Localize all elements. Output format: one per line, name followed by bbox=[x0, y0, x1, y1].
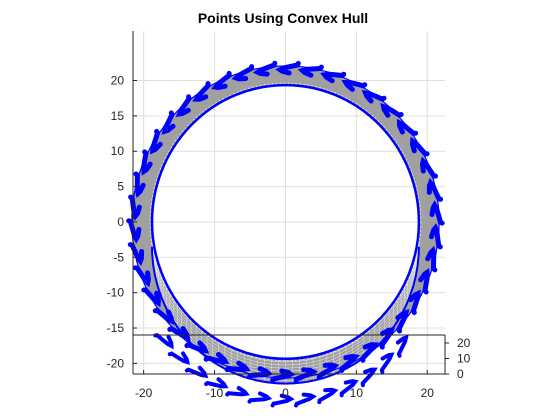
inner-rim-back bbox=[151, 246, 420, 385]
z-tick-label: 0 bbox=[457, 367, 464, 381]
tread-mark bbox=[297, 64, 324, 78]
y-tick-label: 0 bbox=[117, 215, 124, 229]
y-tick-label: 15 bbox=[111, 109, 125, 123]
tread-mark-back bbox=[225, 386, 250, 397]
tread-mark bbox=[231, 64, 255, 82]
tread-mark bbox=[203, 352, 230, 364]
x-tick-label: 20 bbox=[421, 386, 435, 400]
z-axis: 010 20 bbox=[133, 334, 471, 381]
tread-mark bbox=[396, 118, 419, 137]
tread-mark bbox=[379, 327, 396, 350]
y-tick-label: 5 bbox=[117, 180, 124, 194]
tread-mark bbox=[128, 194, 142, 221]
tread-mark bbox=[316, 362, 340, 380]
tread-mark bbox=[395, 309, 410, 334]
y-tick-label: -10 bbox=[107, 286, 125, 300]
tread-mark bbox=[270, 368, 296, 383]
x-tick-label: -10 bbox=[206, 386, 224, 400]
tread-mark bbox=[224, 360, 251, 373]
tread-mark bbox=[184, 340, 210, 354]
tread-mark-back bbox=[317, 387, 339, 405]
y-tick-label: -5 bbox=[113, 250, 124, 264]
tread-mark bbox=[341, 80, 368, 92]
tread-mark bbox=[380, 103, 404, 118]
tread-mark bbox=[426, 177, 444, 202]
x-tick-label: -20 bbox=[135, 386, 153, 400]
tread-mark-back bbox=[167, 351, 190, 365]
y-tick-label: 20 bbox=[111, 74, 125, 88]
tread-mark bbox=[419, 156, 438, 179]
tread-mark bbox=[275, 60, 301, 76]
tread-mark bbox=[418, 268, 430, 295]
inner-rim-mesh bbox=[149, 82, 422, 362]
tread-mark-back bbox=[184, 365, 209, 379]
y-tick-label: 10 bbox=[111, 144, 125, 158]
z-tick-label: 20 bbox=[457, 336, 471, 350]
x-tick-label: 10 bbox=[350, 386, 364, 400]
tread-mark-back bbox=[204, 377, 229, 389]
tread-mark-back bbox=[360, 367, 378, 388]
tread-mark bbox=[149, 128, 163, 155]
tread-mark-back bbox=[395, 334, 409, 358]
tread-mark bbox=[192, 81, 211, 102]
tread-mark bbox=[361, 89, 387, 104]
inner-rim-front bbox=[150, 83, 421, 361]
tread-mark bbox=[211, 70, 232, 91]
tread-mark bbox=[425, 245, 438, 273]
tread-mark bbox=[133, 171, 146, 199]
tread-mark bbox=[141, 287, 161, 308]
tread-mark bbox=[152, 307, 175, 326]
tread-mark bbox=[408, 289, 421, 315]
tread-mark bbox=[252, 60, 278, 77]
axes: -20 -10 0 10 20 -20 -15 -10 -5 0 5 10 15 20 bbox=[107, 31, 445, 400]
tread-mark-back bbox=[247, 391, 273, 404]
tread-mark bbox=[339, 353, 360, 373]
z-tick-label: 10 bbox=[457, 352, 471, 366]
tread-mark bbox=[360, 342, 379, 363]
tread-mark bbox=[429, 223, 443, 250]
tread-mark bbox=[126, 218, 142, 244]
tread-mark-back bbox=[339, 379, 359, 398]
x-tick-label: 0 bbox=[282, 386, 289, 400]
y-tick-label: -15 bbox=[107, 321, 125, 335]
tread-mark bbox=[409, 136, 430, 157]
tread-mark-back bbox=[379, 352, 395, 374]
tread-mark bbox=[161, 110, 176, 135]
tread-mark bbox=[175, 94, 192, 117]
tread-mark-back bbox=[294, 392, 318, 408]
tread-mark bbox=[127, 242, 145, 267]
tread-mark bbox=[141, 149, 153, 176]
tread-mark bbox=[167, 326, 191, 341]
tread-mark bbox=[320, 71, 347, 84]
chart-title: Points Using Convex Hull bbox=[198, 10, 368, 26]
tread-mark bbox=[429, 200, 445, 226]
tread-mark-back bbox=[270, 393, 295, 408]
tread-mark bbox=[132, 265, 151, 288]
y-tick-label: -20 bbox=[107, 356, 125, 370]
